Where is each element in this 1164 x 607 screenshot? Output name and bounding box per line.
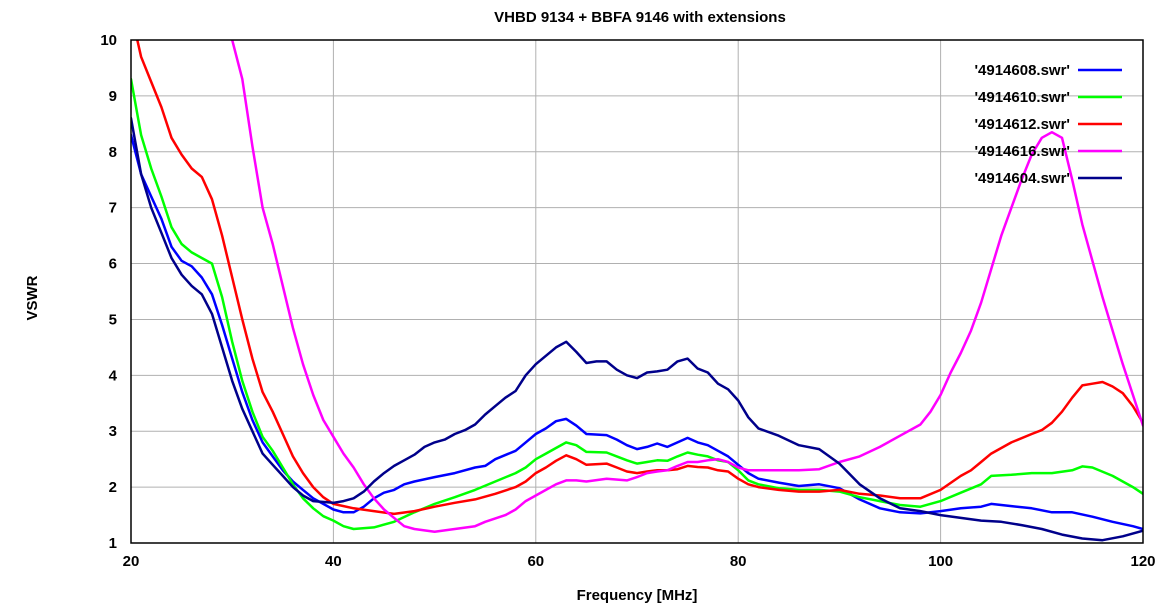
x-tick-label: 120 [1130,553,1155,570]
legend-label: '4914612.swr' [974,116,1070,133]
y-tick-label: 5 [109,311,117,328]
series-line-5 [131,116,1143,542]
series-group [131,40,1143,542]
y-tick-label: 8 [109,144,117,161]
y-axis-label: VSWR [24,275,41,320]
x-tick-label: 20 [123,553,140,570]
series-line-1 [131,133,1143,531]
plot-frame [130,39,1144,544]
y-tick-label: 4 [109,367,118,384]
chart-title: VHBD 9134 + BBFA 9146 with extensions [494,9,786,26]
legend-label: '4914608.swr' [974,62,1070,79]
legend-label: '4914610.swr' [974,89,1070,106]
x-tick-label: 100 [928,553,953,570]
grid [131,40,1143,543]
x-tick-label: 40 [325,553,342,570]
legend: '4914608.swr' '4914610.swr' '4914612.swr' '… [974,62,1122,187]
tick-labels: 20 40 60 80 100 120 1 2 3 4 5 6 7 8 9 10 [100,32,1155,570]
series-line-3 [136,40,1143,516]
y-tick-label: 3 [109,423,117,440]
series-line-4 [230,40,1143,534]
y-tick-label: 7 [109,200,117,217]
y-tick-label: 10 [100,32,117,49]
y-tick-label: 2 [109,479,117,496]
legend-label: '4914616.swr' [974,143,1070,160]
y-tick-label: 9 [109,88,117,105]
series-line-2 [131,77,1143,531]
x-tick-label: 80 [730,553,747,570]
y-tick-label: 1 [109,535,117,552]
x-axis-label: Frequency [MHz] [577,587,698,604]
y-tick-label: 6 [109,256,117,273]
x-tick-label: 60 [527,553,544,570]
legend-label: '4914604.swr' [974,170,1070,187]
